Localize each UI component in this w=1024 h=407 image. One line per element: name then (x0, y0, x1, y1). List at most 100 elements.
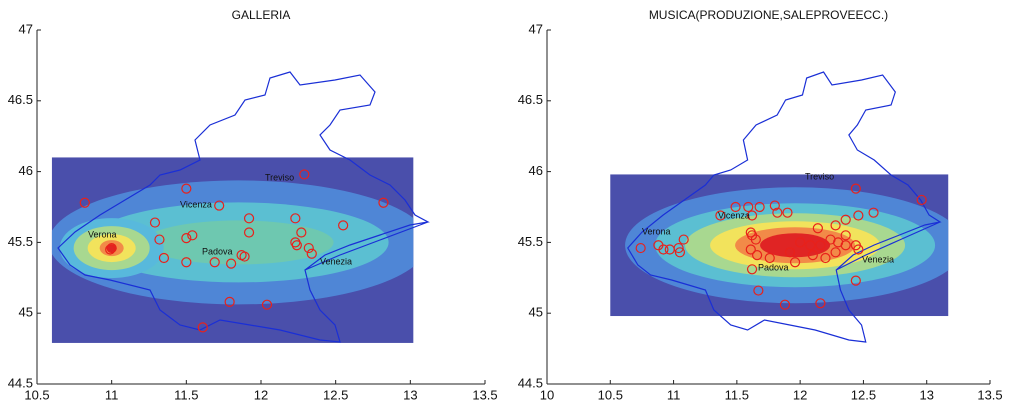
point (830, 220, 841, 231)
x-tick-label: 12 (254, 387, 268, 402)
point (209, 257, 220, 268)
y-tick-label: 45 (529, 305, 543, 320)
point (815, 298, 826, 309)
y-tick-label: 46.5 (518, 92, 543, 107)
city-label: Padova (202, 246, 233, 256)
chart-title: MUSICA(PRODUZIONE,SALEPROVEECC.) (649, 8, 888, 22)
point (820, 252, 831, 264)
point (673, 242, 684, 254)
point (338, 220, 349, 231)
point (243, 227, 255, 238)
point (795, 237, 806, 248)
point (840, 214, 851, 225)
x-tick-label: 11 (667, 387, 681, 402)
point (730, 201, 741, 213)
point (772, 207, 783, 218)
point (678, 234, 689, 245)
point (306, 248, 317, 259)
x-tick-label: 12 (793, 387, 807, 402)
point (853, 244, 864, 255)
y-tick-label: 46 (529, 163, 543, 178)
point (840, 230, 851, 241)
y-tick-label: 45 (19, 305, 33, 320)
point (181, 183, 192, 194)
panel: 10 10.5 11 11.5 12 12.5 13 13.5 44.5 45 45.5 46 46.5… (518, 8, 1003, 402)
point (299, 169, 310, 180)
point (805, 240, 816, 251)
point (916, 194, 927, 206)
chart-title: GALLERIA (232, 8, 291, 22)
x-tick-label: 10.5 (24, 387, 49, 402)
panel: 10.5 11 11.5 12 12.5 13 13.5 44.5 45 45.5 46 46.5 47… (8, 8, 498, 402)
city-label: Vicenza (718, 210, 750, 220)
point (378, 197, 389, 208)
y-tick-label: 47 (529, 21, 543, 36)
point (290, 213, 301, 224)
x-tick-label: 11.5 (725, 387, 749, 402)
x-tick-label: 11.5 (174, 387, 198, 402)
point (779, 299, 791, 310)
point (674, 247, 686, 258)
point (187, 230, 198, 241)
x-tick-label: 10.5 (598, 387, 623, 402)
y-tick-label: 44.5 (518, 375, 543, 390)
point (746, 264, 758, 275)
point (769, 200, 780, 211)
point (850, 183, 861, 194)
point (743, 201, 754, 213)
point (214, 200, 225, 211)
city-label: Vicenza (180, 199, 212, 209)
x-tick-label: 13 (919, 387, 933, 402)
point (261, 299, 273, 310)
point (106, 242, 117, 254)
point (789, 257, 801, 268)
city-label: Treviso (265, 172, 294, 182)
point (840, 240, 851, 251)
city-label: Venezia (320, 256, 352, 266)
city-label: Verona (642, 226, 671, 236)
heatmap-levels (625, 187, 949, 304)
point (868, 207, 879, 218)
city-label: Verona (88, 229, 117, 239)
point (782, 207, 793, 218)
x-tick-label: 12.5 (323, 387, 348, 402)
point (105, 244, 116, 255)
point (746, 210, 758, 221)
point (243, 213, 255, 224)
point (753, 285, 764, 296)
point (830, 247, 841, 258)
point (850, 275, 861, 286)
point (290, 237, 301, 248)
point (807, 250, 818, 261)
point (296, 227, 307, 238)
point (784, 247, 796, 258)
point (752, 250, 763, 261)
point (635, 242, 646, 254)
point (745, 244, 756, 255)
heatmap-levels (51, 180, 414, 305)
point (181, 257, 192, 268)
point (750, 234, 761, 245)
x-tick-label: 13 (403, 387, 417, 402)
point (291, 240, 302, 251)
y-tick-label: 46 (19, 163, 33, 178)
y-tick-label: 46.5 (8, 92, 33, 107)
x-tick-label: 10 (540, 387, 554, 402)
y-tick-label: 45.5 (8, 234, 33, 249)
point (303, 242, 314, 254)
y-tick-label: 44.5 (8, 375, 33, 390)
point (239, 251, 250, 262)
point (224, 296, 235, 307)
point (79, 197, 90, 208)
point (815, 240, 826, 251)
city-label: Treviso (805, 171, 834, 181)
point (812, 223, 823, 234)
point (158, 252, 170, 264)
city-label: Padova (758, 262, 789, 272)
point (764, 252, 775, 264)
city-label: Venezia (862, 254, 894, 264)
y-tick-label: 47 (19, 21, 33, 36)
point (853, 210, 864, 221)
x-tick-label: 11 (105, 387, 119, 402)
